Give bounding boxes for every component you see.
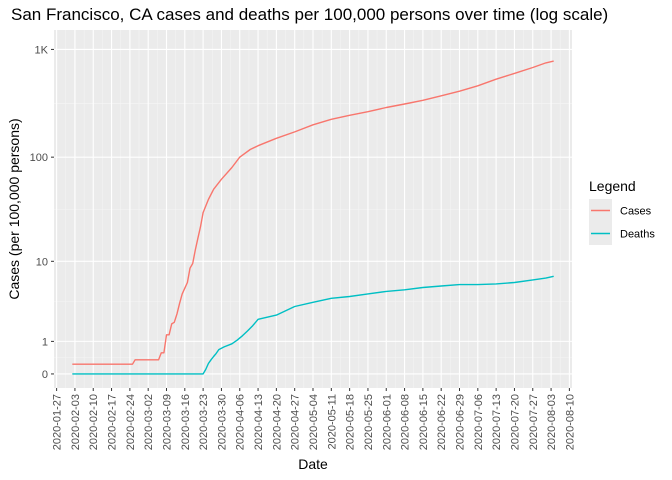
- y-tick-label: 0: [42, 369, 48, 381]
- x-tick-label: 2020-02-24: [125, 394, 137, 450]
- series-line-deaths: [72, 275, 554, 375]
- grid-major: [54, 30, 572, 388]
- x-tick-label: 2020-08-10: [564, 394, 576, 450]
- legend: Legend Cases Deaths: [589, 178, 655, 245]
- y-axis-title: Cases (per 100,000 persons): [6, 118, 22, 299]
- x-tick-label: 2020-07-13: [491, 394, 503, 450]
- legend-label-cases: Cases: [620, 206, 652, 218]
- x-tick-label: 2020-07-27: [528, 394, 540, 450]
- x-tick-label: 2020-06-01: [381, 394, 393, 450]
- series-layer: [72, 60, 554, 375]
- x-tick-label: 2020-02-17: [107, 394, 119, 450]
- x-tick-label: 2020-03-16: [180, 394, 192, 450]
- x-tick-label: 2020-03-23: [198, 394, 210, 450]
- x-tick-label: 2020-08-03: [546, 394, 558, 450]
- x-tick-label: 2020-01-27: [52, 394, 64, 450]
- x-tick-label: 2020-06-22: [436, 394, 448, 450]
- x-tick-label: 2020-04-13: [253, 394, 265, 450]
- x-tick-label: 2020-06-29: [455, 394, 467, 450]
- x-tick-label: 2020-03-02: [143, 394, 155, 450]
- x-tick-label: 2020-05-04: [308, 394, 320, 450]
- x-axis-title: Date: [298, 456, 328, 472]
- x-tick-label: 2020-05-11: [326, 394, 338, 449]
- x-tick-label: 2020-07-20: [509, 394, 521, 450]
- x-axis: 2020-01-27 2020-02-03 2020-02-10 2020-02-17…: [52, 388, 576, 450]
- grid-minor: [54, 30, 572, 388]
- x-tick-label: 2020-06-15: [418, 394, 430, 450]
- x-tick-label: 2020-05-25: [363, 394, 375, 450]
- x-tick-label: 2020-02-10: [88, 394, 100, 450]
- x-tick-label: 2020-03-30: [216, 394, 228, 450]
- legend-title: Legend: [589, 178, 636, 194]
- x-tick-label: 2020-03-09: [161, 394, 173, 450]
- x-tick-label: 2020-04-20: [271, 394, 283, 450]
- x-tick-label: 2020-07-06: [473, 394, 485, 450]
- y-tick-label: 1: [42, 336, 48, 348]
- y-tick-label: 10: [36, 256, 48, 268]
- y-tick-label: 1K: [35, 44, 49, 56]
- x-tick-label: 2020-06-08: [400, 394, 412, 450]
- x-tick-label: 2020-04-06: [235, 394, 247, 450]
- x-tick-label: 2020-04-27: [290, 394, 302, 450]
- series-line-cases: [72, 60, 554, 365]
- y-tick-label: 100: [30, 152, 48, 164]
- y-axis: 0 1 10 100 1K: [30, 44, 54, 381]
- x-tick-label: 2020-02-03: [70, 394, 82, 450]
- x-tick-label: 2020-05-18: [345, 394, 357, 450]
- chart-title: San Francisco, CA cases and deaths per 1…: [11, 5, 608, 24]
- legend-label-deaths: Deaths: [620, 229, 655, 241]
